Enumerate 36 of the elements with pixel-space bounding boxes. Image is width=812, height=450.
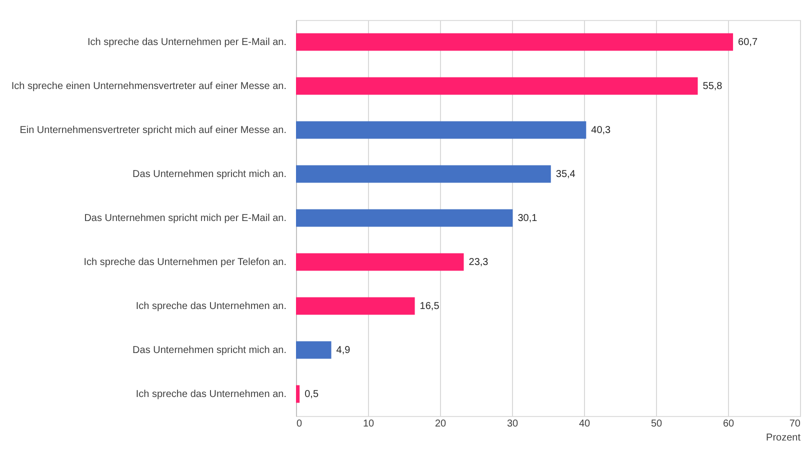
x-tick-label: 20 (434, 418, 446, 430)
y-tick-label: Ein Unternehmensvertreter spricht mich auf einer Messe an. (20, 125, 286, 136)
y-tick-label: Das Unternehmen spricht mich an. (132, 345, 286, 356)
y-tick-label: Ich spreche das Unternehmen an. (136, 301, 286, 312)
bar (296, 297, 415, 315)
data-label: 16,5 (420, 301, 440, 312)
x-tick-label: 70 (789, 418, 801, 430)
x-tick-label: 40 (578, 418, 590, 430)
x-tick-label: 30 (506, 418, 518, 430)
x-tick-label: 60 (722, 418, 734, 430)
data-label: 55,8 (702, 81, 723, 92)
bar (296, 253, 464, 271)
bar (296, 341, 332, 359)
bar (296, 165, 551, 183)
bar (296, 77, 698, 95)
bar (296, 33, 734, 51)
x-axis-title: Prozent (766, 432, 801, 444)
data-label: 60,7 (738, 37, 758, 48)
data-label: 4,9 (336, 345, 351, 356)
x-tick-label: 0 (296, 418, 302, 430)
data-label: 30,1 (518, 213, 538, 224)
bar (296, 385, 300, 403)
bar (296, 121, 586, 139)
bar (296, 209, 513, 227)
y-tick-label: Ich spreche das Unternehmen per Telefon an. (84, 257, 286, 268)
y-tick-label: Das Unternehmen spricht mich an. (132, 169, 286, 180)
data-label: 0,5 (304, 389, 319, 400)
y-tick-label: Ich spreche einen Unternehmensvertreter auf einer Messe an. (11, 81, 286, 92)
data-label: 35,4 (556, 169, 576, 180)
data-label: 23,3 (468, 257, 489, 268)
y-tick-label: Ich spreche das Unternehmen per E-Mail an. (88, 37, 286, 48)
x-tick-label: 10 (362, 418, 374, 430)
y-tick-label: Das Unternehmen spricht mich per E-Mail an. (84, 213, 286, 224)
data-label: 40,3 (591, 125, 612, 136)
x-tick-label: 50 (650, 418, 662, 430)
y-tick-label: Ich spreche das Unternehmen an. (136, 389, 286, 400)
